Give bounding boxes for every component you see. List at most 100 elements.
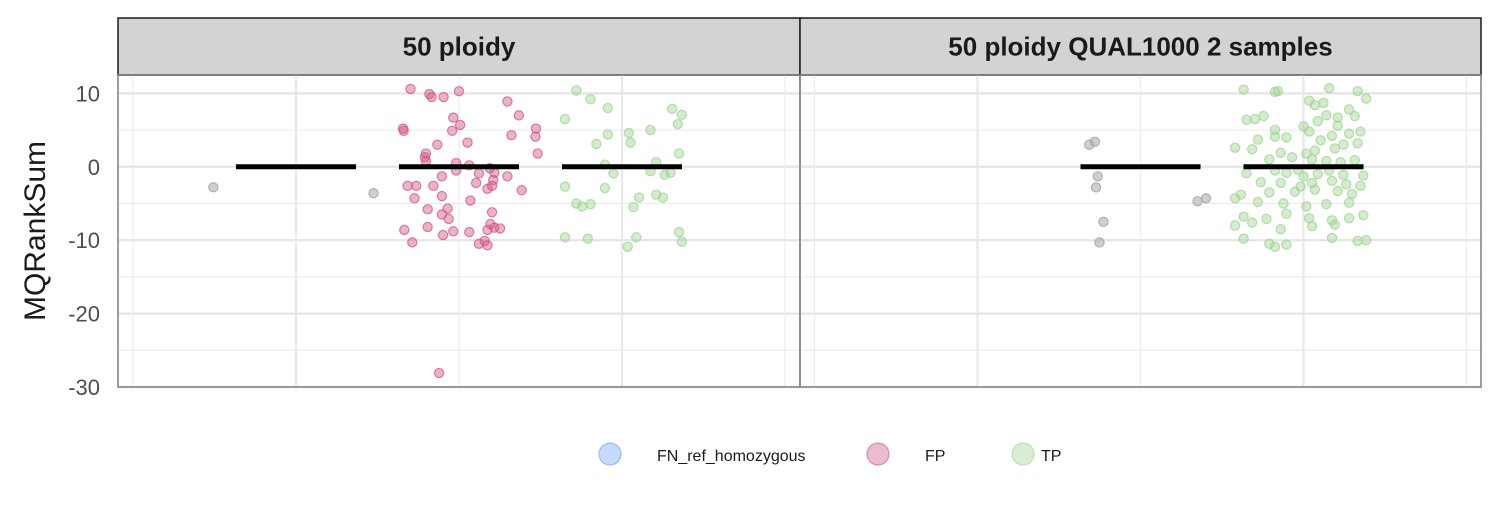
group-other [208, 164, 379, 199]
data-point [1355, 180, 1366, 192]
data-point [1238, 84, 1249, 95]
data-point [432, 139, 443, 150]
data-point [1264, 238, 1275, 250]
data-point [1326, 130, 1338, 142]
data-point [1246, 217, 1258, 228]
data-point [622, 241, 633, 252]
data-point [1281, 167, 1292, 178]
data-point [582, 233, 594, 244]
data-point [1315, 135, 1326, 146]
data-point [436, 190, 448, 202]
data-point [1343, 128, 1355, 139]
y-tick-label: -20 [68, 302, 100, 327]
data-point [482, 240, 493, 251]
data-point [559, 113, 571, 125]
data-point [1321, 199, 1332, 210]
panels-layer: 50 ploidy 50 ploidy QUAL1000 2 samples [117, 17, 1482, 389]
data-point [1349, 110, 1361, 122]
data-point [1346, 188, 1358, 200]
data-point [530, 123, 542, 134]
data-point [433, 367, 445, 379]
data-point [446, 125, 458, 136]
data-point [411, 180, 422, 192]
panel-border [799, 74, 1482, 388]
data-point [1323, 83, 1335, 94]
data-point [1246, 143, 1258, 155]
panel-strip [117, 17, 801, 76]
y-tick-label: -30 [68, 375, 100, 400]
data-point [1338, 139, 1349, 150]
data-point [1332, 120, 1343, 131]
data-point [631, 232, 642, 243]
data-point [368, 187, 379, 199]
data-point [502, 171, 513, 182]
panel-2: 50 ploidy QUAL1000 2 samples [799, 17, 1482, 389]
data-point [464, 226, 475, 238]
group-TP [1229, 83, 1372, 252]
data-point [402, 180, 413, 192]
y-tick-label: 10 [76, 81, 100, 106]
y-axis-title: MQRankSum [19, 141, 52, 321]
data-point [473, 168, 485, 179]
data-point [1281, 132, 1292, 143]
data-point [645, 124, 656, 136]
y-tick-label: 0 [88, 155, 100, 180]
data-point [422, 221, 433, 233]
data-point [486, 180, 498, 192]
data-point [443, 213, 454, 225]
data-point [1275, 223, 1286, 235]
data-point [1332, 112, 1343, 123]
data-point [633, 192, 645, 203]
data-point [666, 103, 678, 114]
y-axis: 10 0 -10 -20 -30 MQRankSum [19, 81, 100, 400]
data-point [676, 109, 688, 120]
data-point [673, 226, 685, 238]
data-point [1321, 110, 1332, 121]
data-point [1235, 189, 1247, 200]
data-point [1349, 154, 1361, 166]
data-point [1352, 85, 1363, 97]
data-point [506, 129, 517, 141]
legend-label: FP [925, 448, 945, 465]
data-point [1229, 220, 1241, 231]
data-point [628, 201, 639, 213]
data-point [1326, 232, 1338, 244]
data-point [1275, 177, 1286, 189]
data-point [438, 91, 449, 103]
data-point [428, 180, 439, 192]
data-point [1352, 138, 1363, 149]
data-point [465, 195, 476, 206]
data-point [1286, 152, 1298, 163]
data-point [516, 185, 527, 196]
data-point [1249, 113, 1261, 125]
data-point [494, 223, 506, 234]
panel-strip [799, 17, 1482, 76]
data-point [1355, 126, 1366, 137]
data-point [1306, 221, 1318, 232]
data-point [470, 177, 482, 189]
data-point [1309, 184, 1321, 195]
legend-item: TP [1011, 442, 1061, 466]
panel-title: 50 ploidy QUAL1000 2 samples [948, 32, 1332, 62]
data-point [448, 112, 459, 123]
data-point [1343, 104, 1355, 115]
data-point [1360, 234, 1372, 246]
data-point [436, 171, 448, 182]
data-point [1332, 185, 1343, 197]
data-point [559, 181, 571, 192]
data-point [453, 85, 465, 97]
legend-item: FN_ref_homozygous [598, 442, 806, 466]
data-point [623, 127, 635, 139]
group-TP [559, 85, 688, 252]
legend: FN_ref_homozygous FP TP [598, 442, 1061, 466]
data-point [426, 91, 437, 103]
data-point [405, 83, 416, 95]
data-point [1318, 97, 1329, 109]
data-point [437, 229, 449, 241]
legend-marker [1011, 442, 1035, 466]
data-point [1241, 168, 1252, 179]
data-point [1309, 99, 1321, 111]
data-point [1306, 154, 1318, 165]
data-point [657, 192, 669, 203]
data-point [422, 204, 433, 215]
